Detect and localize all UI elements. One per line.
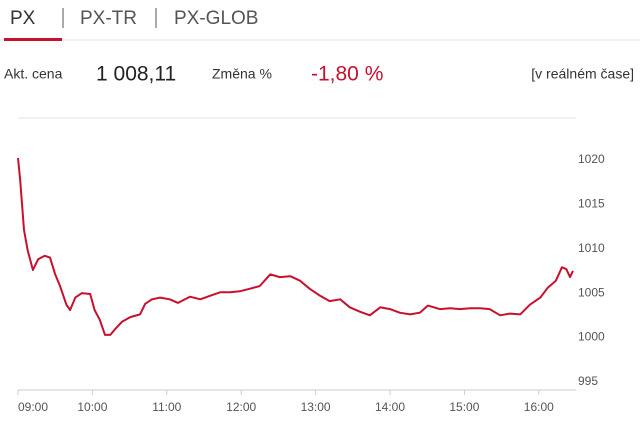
change-label: Změna % [212,66,272,82]
y-tick-label: 995 [578,374,598,388]
realtime-note: [v reálném čase] [531,66,634,82]
x-tick-label: 12:00 [226,400,256,414]
tab[interactable]: PX [10,8,36,29]
y-tick-label: 1020 [578,152,605,166]
y-tick-label: 1010 [578,241,605,255]
tab[interactable]: PX-GLOB [174,8,258,29]
x-tick-label: 11:00 [152,400,181,414]
y-tick-label: 1000 [578,330,605,344]
x-tick-label: 15:00 [449,400,479,414]
x-tick-label: 09:00 [18,400,48,414]
change: -1,80 % [311,63,383,86]
price: 1 008,11 [96,63,176,86]
y-tick-label: 1015 [578,196,605,210]
plot: 995 1000 1005 1010 1015 1020 09:00 10:00 11:00 12… [17,152,605,414]
x-tick-label: 16:00 [524,400,554,414]
active-tab-indicator [4,38,62,41]
y-tick-label: 1005 [578,285,605,299]
x-tick-label: 13:00 [301,400,331,414]
price-line [17,157,574,336]
x-tick-label: 14:00 [375,400,405,414]
tab[interactable]: PX-TR [80,8,137,29]
x-tick-label: 10:00 [77,400,107,414]
price-label: Akt. cena [4,66,63,82]
